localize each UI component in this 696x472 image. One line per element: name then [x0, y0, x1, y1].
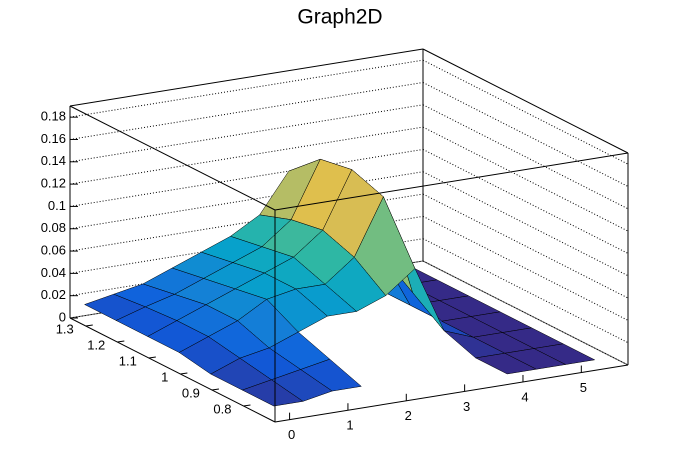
chart-title: Graph2D: [297, 6, 382, 29]
grid-line: [69, 126, 424, 185]
grid-line: [422, 215, 629, 321]
y-tick-label: 1: [161, 369, 168, 384]
z-tick-label: 0.14: [41, 153, 66, 168]
box-edge: [69, 48, 424, 107]
grid-line: [422, 171, 629, 277]
tick-mark: [243, 404, 251, 407]
grid-line: [69, 81, 424, 140]
x-tick-label: 5: [580, 380, 587, 395]
z-tick-label: 0.06: [41, 242, 66, 257]
tick-mark: [148, 356, 156, 359]
tick-mark: [180, 372, 188, 375]
grid-line: [422, 59, 629, 165]
y-tick-label: 1.3: [56, 321, 74, 336]
y-tick-label: 0.8: [213, 401, 231, 416]
z-tick-label: 0.1: [48, 198, 66, 213]
grid-line: [69, 104, 424, 163]
z-tick-label: 0.16: [41, 131, 66, 146]
grid-line: [422, 104, 629, 210]
box-edge: [422, 48, 629, 154]
grid-line: [422, 148, 629, 254]
z-tick-label: 0.12: [41, 176, 66, 191]
axis-line: [274, 364, 629, 423]
grid-line: [422, 82, 629, 187]
x-tick-label: 0: [288, 427, 295, 442]
surface-cell: [241, 379, 304, 407]
z-tick-label: 0.08: [41, 220, 66, 235]
x-tick-label: 3: [463, 399, 470, 414]
z-tick-label: 0.04: [41, 265, 66, 280]
grid-line: [422, 238, 629, 344]
axis-line: [69, 317, 276, 423]
tick-mark: [85, 324, 93, 327]
grid-line: [69, 59, 424, 118]
z-tick-label: 0.18: [41, 109, 66, 124]
x-tick-label: 2: [405, 408, 412, 423]
z-tick-label: 0.02: [41, 287, 66, 302]
grid-line: [422, 260, 629, 366]
box-edge: [69, 105, 276, 211]
tick-mark: [211, 388, 219, 391]
grid-line: [422, 126, 629, 232]
x-tick-label: 4: [521, 389, 528, 404]
surface-cell: [474, 352, 538, 375]
y-tick-label: 1.1: [119, 353, 137, 368]
grid-line: [69, 148, 424, 207]
y-tick-label: 0.9: [182, 385, 200, 400]
tick-mark: [117, 340, 125, 343]
z-tick-label: 0: [59, 309, 66, 324]
grid-line: [422, 193, 629, 299]
box-edge: [274, 152, 629, 211]
y-tick-label: 1.2: [87, 337, 105, 352]
x-tick-label: 1: [346, 418, 353, 433]
